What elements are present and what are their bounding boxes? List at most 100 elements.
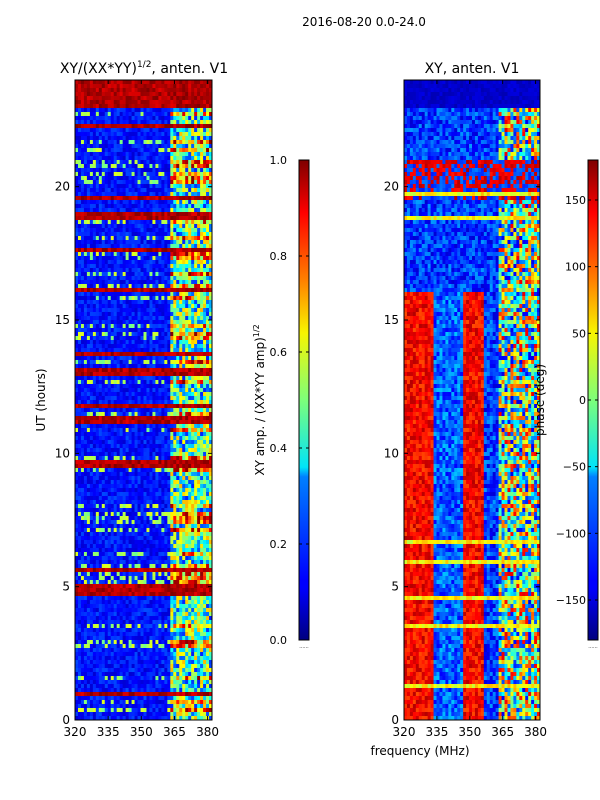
heatmap-cell — [137, 136, 141, 141]
heatmap-cell — [146, 84, 150, 89]
heatmap-cell — [140, 152, 144, 157]
heatmap-cell — [137, 408, 141, 413]
heatmap-cell — [143, 412, 147, 417]
heatmap-cell — [146, 104, 150, 109]
heatmap-cell — [89, 468, 94, 473]
heatmap-cell — [98, 320, 103, 325]
heatmap-cell — [173, 268, 177, 273]
heatmap-cell — [86, 236, 91, 241]
heatmap-cell — [107, 156, 112, 161]
heatmap-cell — [137, 340, 141, 345]
heatmap-cell — [152, 88, 156, 93]
heatmap-cell — [149, 160, 153, 165]
heatmap-cell — [92, 188, 97, 193]
heatmap-cell — [170, 244, 174, 249]
heatmap-cell — [110, 472, 115, 477]
heatmap-cell — [137, 496, 141, 501]
heatmap-cell — [140, 420, 144, 425]
heatmap-cell — [194, 392, 198, 397]
heatmap-cell — [104, 296, 109, 301]
heatmap-cell — [95, 336, 100, 341]
heatmap-cell — [155, 356, 159, 361]
heatmap-cell — [194, 324, 198, 329]
heatmap-cell — [134, 484, 138, 489]
heatmap-cell — [182, 128, 186, 133]
heatmap-cell — [110, 116, 115, 121]
heatmap-cell — [98, 436, 103, 441]
heatmap-cell — [131, 148, 135, 153]
heatmap-cell — [158, 144, 162, 149]
heatmap-cell — [206, 164, 210, 169]
heatmap-cell — [137, 428, 141, 433]
heatmap-cell — [149, 300, 153, 305]
heatmap-cell — [77, 352, 82, 357]
heatmap-cell — [113, 388, 118, 393]
heatmap-cell — [167, 492, 171, 497]
heatmap-cell — [176, 268, 180, 273]
heatmap-cell — [206, 484, 210, 489]
heatmap-cell — [116, 188, 121, 193]
heatmap-cell — [191, 264, 195, 269]
heatmap-cell — [167, 404, 171, 409]
heatmap-cell — [92, 504, 97, 509]
heatmap-cell — [206, 416, 210, 421]
heatmap-cell — [98, 284, 103, 289]
heatmap-cell — [110, 512, 115, 517]
heatmap-cell — [206, 388, 210, 393]
heatmap-cell — [146, 320, 150, 325]
heatmap-cell — [188, 456, 192, 461]
heatmap-cell — [89, 448, 94, 453]
heatmap-cell — [182, 460, 186, 465]
heatmap-cell — [206, 224, 210, 229]
heatmap-cell — [131, 84, 135, 89]
heatmap-cell — [83, 236, 88, 241]
heatmap-cell — [161, 248, 165, 253]
heatmap-cell — [173, 468, 177, 473]
heatmap-cell — [122, 92, 127, 97]
heatmap-cell — [182, 256, 186, 261]
heatmap-cell — [152, 180, 156, 185]
heatmap-cell — [176, 348, 180, 353]
heatmap-cell — [134, 88, 138, 93]
heatmap-cell — [101, 216, 106, 221]
heatmap-cell — [158, 208, 162, 213]
heatmap-cell — [101, 416, 106, 421]
heatmap-cell — [209, 332, 213, 337]
heatmap-cell — [116, 512, 121, 517]
heatmap-cell — [197, 112, 201, 117]
heatmap-cell — [170, 352, 174, 357]
heatmap-cell — [167, 468, 171, 473]
heatmap-cell — [155, 180, 159, 185]
heatmap-cell — [119, 136, 124, 141]
heatmap-cell — [92, 356, 97, 361]
heatmap-cell — [95, 440, 100, 445]
heatmap-cell — [128, 300, 132, 305]
heatmap-cell — [188, 252, 192, 257]
heatmap-cell — [110, 380, 115, 385]
heatmap-cell — [75, 316, 79, 321]
heatmap-cell — [95, 340, 100, 345]
heatmap-cell — [176, 428, 180, 433]
heatmap-cell — [83, 216, 88, 221]
heatmap-cell — [104, 184, 109, 189]
heatmap-cell — [173, 216, 177, 221]
heatmap-cell — [191, 344, 195, 349]
heatmap-cell — [104, 460, 109, 465]
heatmap-cell — [194, 88, 198, 93]
heatmap-cell — [104, 432, 109, 437]
heatmap-cell — [134, 276, 138, 281]
heatmap-cell — [143, 324, 147, 329]
heatmap-cell — [125, 172, 130, 177]
heatmap-cell — [185, 356, 189, 361]
heatmap-cell — [98, 228, 103, 233]
heatmap-cell — [83, 440, 88, 445]
heatmap-cell — [176, 244, 180, 249]
heatmap-cell — [185, 220, 189, 225]
heatmap-cell — [134, 340, 138, 345]
heatmap-cell — [170, 416, 174, 421]
heatmap-cell — [143, 196, 147, 201]
heatmap-cell — [167, 164, 171, 169]
heatmap-cell — [131, 228, 135, 233]
heatmap-cell — [194, 344, 198, 349]
heatmap-cell — [101, 180, 106, 185]
